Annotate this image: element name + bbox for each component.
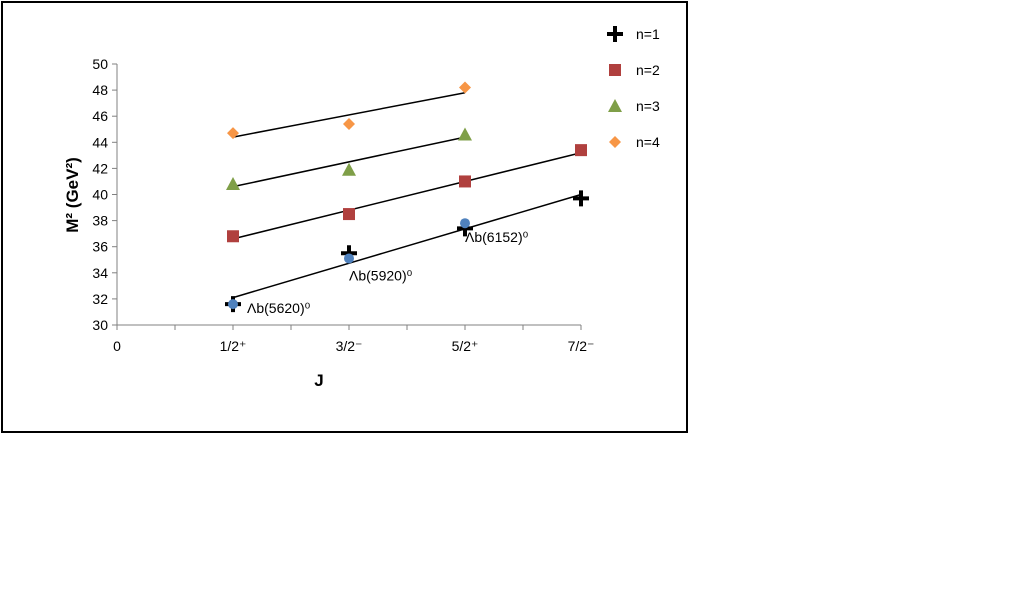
legend-marker (608, 99, 622, 112)
legend-label: n=1 (636, 26, 660, 42)
data-point-n3 (226, 177, 240, 191)
data-point-n2 (227, 230, 239, 243)
x-tick-label: 1/2⁺ (220, 338, 247, 354)
legend-label: n=4 (636, 134, 660, 150)
legend-marker (609, 64, 621, 76)
y-tick-label: 38 (92, 213, 108, 229)
experimental-point (228, 299, 238, 310)
legend-marker (609, 136, 621, 148)
data-point-n3 (342, 162, 356, 176)
legend-marker (607, 26, 623, 42)
data-point-n2 (343, 208, 355, 221)
data-point-n4 (343, 118, 355, 131)
fit-line-n3 (232, 136, 466, 188)
legend-label: n=3 (636, 98, 660, 114)
y-tick-label: 36 (92, 239, 108, 255)
y-tick-label: 40 (92, 187, 108, 203)
experimental-point (344, 253, 354, 264)
y-tick-label: 46 (92, 108, 108, 124)
chart-frame: 30 32 34 36 38 40 42 44 46 48 50 0 1/2⁺ 3/2⁻ 5/2⁺ 7/2⁻ J… (1, 1, 688, 433)
y-tick-label: 44 (92, 134, 108, 150)
experimental-annotation: Λb(5920)⁰ (349, 267, 413, 283)
data-point-n1 (573, 190, 589, 207)
y-axis-title: M² (GeV²) (63, 157, 82, 233)
data-point-n3 (458, 127, 472, 141)
data-point-n2 (459, 175, 471, 188)
x-tick-label: 7/2⁻ (568, 338, 595, 354)
experimental-annotation: Λb(5620)⁰ (247, 300, 311, 316)
fit-line-n2 (232, 152, 582, 240)
y-tick-label: 30 (92, 317, 108, 333)
x-tick-label: 3/2⁻ (336, 338, 363, 354)
data-point-n4 (227, 127, 239, 140)
y-tick-label: 34 (92, 265, 108, 281)
experimental-point (460, 218, 470, 229)
x-axis-title: J (314, 371, 323, 390)
data-point-n4 (459, 81, 471, 94)
fit-line-n4 (232, 91, 466, 138)
x-tick-label: 0 (113, 338, 121, 354)
x-tick-label: 5/2⁺ (452, 338, 479, 354)
y-tick-label: 42 (92, 160, 108, 176)
data-point-n2 (575, 144, 587, 157)
y-tick-label: 50 (92, 56, 108, 72)
experimental-annotation: Λb(6152)⁰ (465, 229, 529, 245)
y-tick-label: 48 (92, 82, 108, 98)
legend-label: n=2 (636, 62, 660, 78)
chart: 30 32 34 36 38 40 42 44 46 48 50 0 1/2⁺ 3/2⁻ 5/2⁺ 7/2⁻ J… (63, 26, 660, 390)
fit-line-n1 (232, 193, 582, 299)
y-tick-label: 32 (92, 291, 108, 307)
